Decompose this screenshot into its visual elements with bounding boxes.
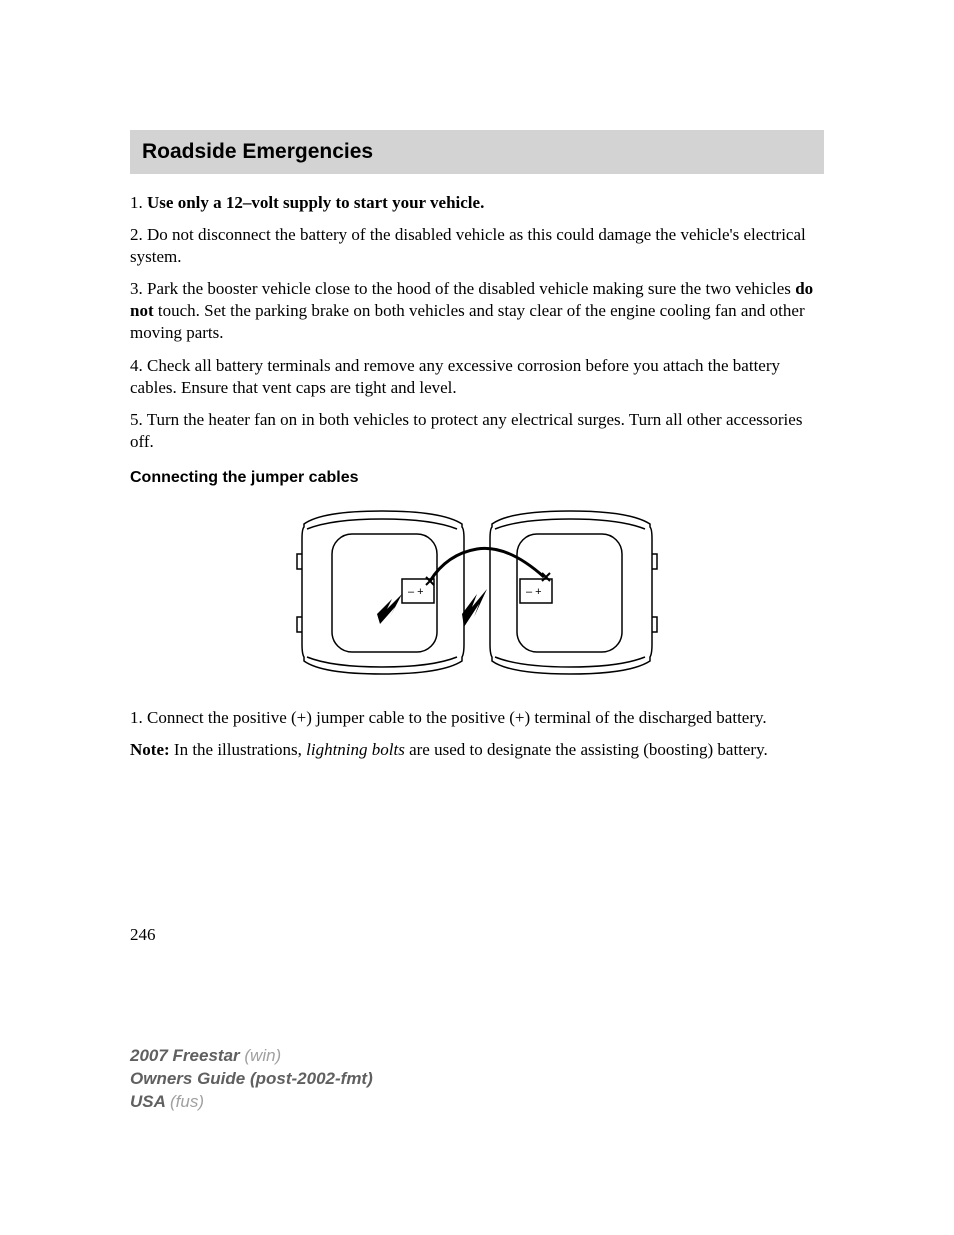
step-3b: touch. Set the parking brake on both veh… [130, 301, 805, 342]
section-title: Roadside Emergencies [142, 140, 812, 164]
footer: 2007 Freestar (win) Owners Guide (post-2… [130, 1045, 373, 1114]
footer-model: 2007 Freestar [130, 1046, 244, 1065]
note-italic: lightning bolts [306, 740, 405, 759]
step-1: 1. Use only a 12–volt supply to start yo… [130, 192, 824, 214]
note-a: In the illustrations, [170, 740, 306, 759]
footer-line-3: USA (fus) [130, 1091, 373, 1114]
footer-fus: (fus) [170, 1092, 204, 1111]
section-header: Roadside Emergencies [130, 130, 824, 174]
footer-line-2: Owners Guide (post-2002-fmt) [130, 1068, 373, 1091]
step-2: 2. Do not disconnect the battery of the … [130, 224, 824, 268]
note-b: are used to designate the assisting (boo… [405, 740, 768, 759]
page-number: 246 [130, 925, 156, 945]
step-1-bold: Use only a 12–volt supply to start your … [147, 193, 484, 212]
note-label: Note: [130, 740, 170, 759]
svg-text:– +: – + [408, 586, 424, 598]
connect-step-1: 1. Connect the positive (+) jumper cable… [130, 707, 824, 729]
svg-text:– +: – + [526, 586, 542, 598]
footer-usa: USA [130, 1092, 170, 1111]
step-5: 5. Turn the heater fan on in both vehicl… [130, 409, 824, 453]
step-3: 3. Park the booster vehicle close to the… [130, 278, 824, 344]
footer-line-1: 2007 Freestar (win) [130, 1045, 373, 1068]
step-1-num: 1. [130, 193, 147, 212]
step-3a: 3. Park the booster vehicle close to the… [130, 279, 795, 298]
step-4: 4. Check all battery terminals and remov… [130, 355, 824, 399]
engine-bay-illustration: – + – + [292, 499, 662, 684]
connect-note: Note: In the illustrations, lightning bo… [130, 739, 824, 761]
footer-win: (win) [244, 1046, 281, 1065]
jumper-cable-diagram: – + – + [130, 499, 824, 689]
sub-heading: Connecting the jumper cables [130, 469, 824, 487]
